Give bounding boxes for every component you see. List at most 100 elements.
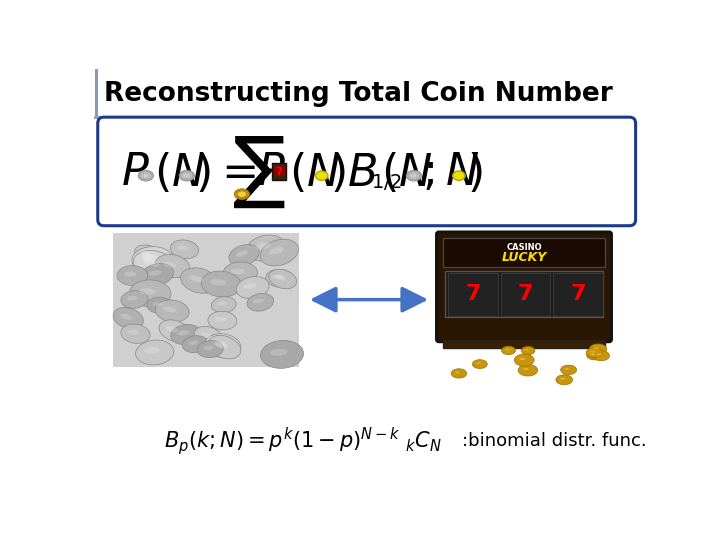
- Ellipse shape: [472, 360, 487, 368]
- FancyBboxPatch shape: [98, 117, 636, 226]
- Ellipse shape: [163, 261, 176, 267]
- Ellipse shape: [113, 307, 143, 329]
- Text: $(N$: $(N$: [289, 151, 341, 194]
- Text: $(N$: $(N$: [381, 151, 432, 194]
- Ellipse shape: [229, 245, 259, 266]
- Ellipse shape: [590, 344, 607, 354]
- Ellipse shape: [410, 173, 418, 178]
- Ellipse shape: [124, 272, 136, 276]
- Ellipse shape: [140, 250, 150, 255]
- Ellipse shape: [269, 269, 297, 289]
- FancyBboxPatch shape: [554, 273, 603, 316]
- Ellipse shape: [272, 275, 283, 279]
- Ellipse shape: [247, 293, 274, 311]
- Ellipse shape: [518, 364, 538, 376]
- Ellipse shape: [212, 297, 236, 313]
- Text: $P$: $P$: [256, 151, 285, 194]
- Ellipse shape: [127, 296, 138, 300]
- Ellipse shape: [163, 307, 176, 312]
- Ellipse shape: [270, 349, 287, 356]
- Ellipse shape: [593, 350, 610, 361]
- Ellipse shape: [519, 357, 525, 360]
- Ellipse shape: [255, 242, 271, 249]
- Ellipse shape: [201, 332, 212, 338]
- Text: :binomial distr. func.: :binomial distr. func.: [462, 431, 647, 450]
- Ellipse shape: [208, 335, 241, 359]
- Ellipse shape: [120, 314, 132, 320]
- Ellipse shape: [253, 299, 264, 303]
- Text: $)=$: $)=$: [195, 151, 256, 194]
- Ellipse shape: [135, 248, 166, 268]
- Ellipse shape: [261, 340, 304, 368]
- Text: 7: 7: [570, 284, 586, 304]
- Ellipse shape: [132, 247, 174, 273]
- Ellipse shape: [141, 264, 174, 286]
- Ellipse shape: [121, 291, 148, 308]
- Ellipse shape: [210, 279, 226, 286]
- Ellipse shape: [525, 349, 528, 350]
- Ellipse shape: [564, 368, 570, 370]
- Text: Reconstructing Total Coin Number: Reconstructing Total Coin Number: [104, 81, 613, 107]
- Ellipse shape: [269, 247, 284, 254]
- FancyBboxPatch shape: [445, 271, 603, 318]
- Ellipse shape: [246, 235, 285, 261]
- Ellipse shape: [590, 350, 595, 353]
- Ellipse shape: [315, 171, 328, 180]
- Ellipse shape: [586, 348, 603, 357]
- Ellipse shape: [556, 375, 572, 385]
- Ellipse shape: [203, 346, 214, 350]
- Ellipse shape: [147, 297, 172, 313]
- Ellipse shape: [505, 349, 509, 350]
- Ellipse shape: [260, 239, 298, 266]
- Bar: [113, 233, 300, 367]
- FancyBboxPatch shape: [448, 273, 498, 316]
- Text: 7: 7: [518, 284, 534, 304]
- Ellipse shape: [502, 346, 516, 355]
- Ellipse shape: [235, 251, 248, 256]
- Ellipse shape: [181, 172, 193, 180]
- Ellipse shape: [139, 288, 156, 295]
- Ellipse shape: [133, 251, 176, 279]
- Ellipse shape: [148, 270, 161, 276]
- Ellipse shape: [202, 271, 241, 297]
- Ellipse shape: [215, 342, 228, 349]
- Text: LUCKY: LUCKY: [501, 251, 546, 264]
- Ellipse shape: [590, 353, 595, 355]
- Ellipse shape: [171, 325, 201, 345]
- Ellipse shape: [451, 369, 467, 378]
- Ellipse shape: [138, 170, 153, 181]
- Ellipse shape: [153, 302, 163, 306]
- FancyBboxPatch shape: [443, 238, 606, 267]
- Ellipse shape: [275, 275, 286, 280]
- Ellipse shape: [215, 317, 226, 321]
- Ellipse shape: [597, 354, 602, 356]
- Ellipse shape: [561, 365, 577, 375]
- Ellipse shape: [235, 190, 248, 199]
- Ellipse shape: [144, 347, 160, 354]
- Ellipse shape: [117, 266, 148, 286]
- FancyBboxPatch shape: [443, 340, 606, 348]
- Ellipse shape: [130, 280, 171, 307]
- Ellipse shape: [587, 350, 603, 360]
- Text: $(N$: $(N$: [154, 151, 206, 194]
- Ellipse shape: [236, 276, 269, 299]
- Bar: [94, 69, 98, 117]
- FancyBboxPatch shape: [274, 165, 284, 176]
- Ellipse shape: [453, 171, 465, 180]
- Text: $;N$: $;N$: [423, 151, 480, 194]
- Ellipse shape: [594, 347, 599, 349]
- Ellipse shape: [179, 170, 194, 181]
- Ellipse shape: [476, 362, 480, 364]
- Ellipse shape: [230, 268, 244, 274]
- FancyBboxPatch shape: [500, 273, 550, 316]
- Ellipse shape: [266, 269, 293, 287]
- Ellipse shape: [142, 173, 150, 178]
- Text: $B_p(k;N) = p^k(1-p)^{N-k}\ {}_kC_N$: $B_p(k;N) = p^k(1-p)^{N-k}\ {}_kC_N$: [163, 424, 441, 456]
- Ellipse shape: [234, 189, 250, 200]
- Text: $_{1/2}$: $_{1/2}$: [371, 165, 402, 193]
- Ellipse shape: [159, 320, 189, 342]
- FancyBboxPatch shape: [272, 163, 286, 179]
- Text: 7: 7: [465, 284, 481, 304]
- Ellipse shape: [204, 334, 241, 357]
- Text: CASINO: CASINO: [506, 243, 542, 252]
